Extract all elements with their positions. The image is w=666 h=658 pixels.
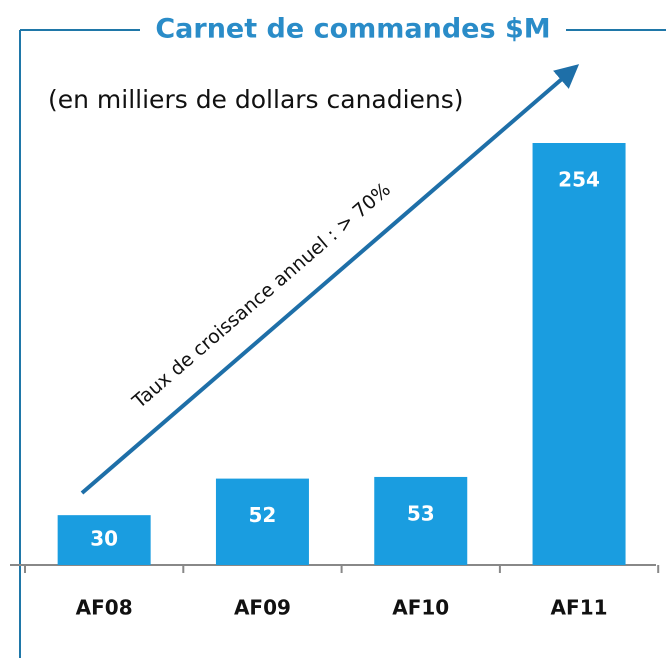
x-tick-label: AF09	[234, 596, 291, 620]
frame	[19, 29, 666, 658]
chart-subtitle: (en milliers de dollars canadiens)	[48, 85, 464, 114]
value-label: 254	[558, 168, 600, 192]
bar	[215, 478, 309, 565]
x-tick-label: AF08	[76, 596, 133, 620]
growth-arrow	[80, 64, 580, 495]
bar	[532, 143, 626, 565]
bar	[57, 515, 151, 565]
x-tick-label: AF10	[392, 596, 449, 620]
x-tick-label: AF11	[551, 596, 608, 620]
value-label: 30	[90, 527, 118, 551]
value-label: 52	[249, 503, 277, 527]
annotation: Taux de croissance annuel : > 70%	[128, 178, 395, 413]
chart-title: Carnet de commandes $M	[155, 14, 550, 45]
value-label: 53	[407, 501, 435, 525]
bar	[374, 476, 468, 565]
